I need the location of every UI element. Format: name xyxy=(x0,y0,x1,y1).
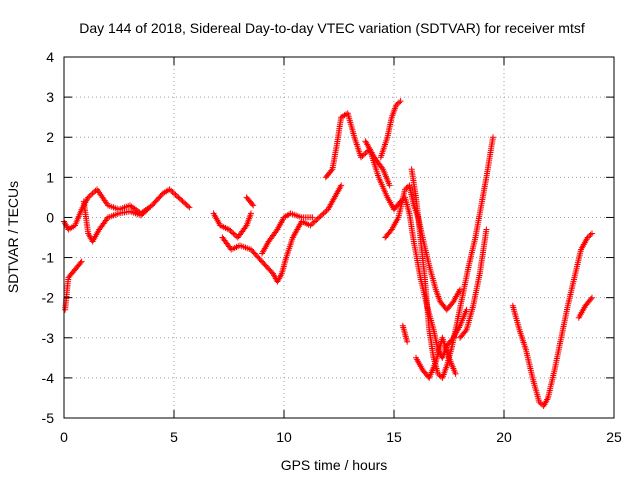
data-series xyxy=(61,98,595,409)
data-track-6 xyxy=(243,194,257,209)
y-tick-label: -4 xyxy=(42,370,55,386)
data-track-8 xyxy=(377,98,404,161)
x-axis-label: GPS time / hours xyxy=(281,457,388,473)
plot-frame xyxy=(63,56,615,419)
series-0 xyxy=(61,98,595,409)
data-track-12 xyxy=(408,134,496,381)
axis-ticks xyxy=(63,56,615,419)
grid-lines xyxy=(64,57,614,418)
data-track-15 xyxy=(509,230,595,409)
y-tick-label: 3 xyxy=(46,89,54,105)
data-track-14 xyxy=(457,226,490,341)
x-tick-label: 25 xyxy=(606,429,622,445)
y-tick-label: 0 xyxy=(46,209,54,225)
y-tick-label: 2 xyxy=(46,129,54,145)
data-track-11 xyxy=(399,322,411,345)
y-tick-label: 1 xyxy=(46,169,54,185)
data-track-7 xyxy=(322,110,470,361)
x-tick-label: 0 xyxy=(60,429,68,445)
x-tick-label: 10 xyxy=(276,429,292,445)
data-track-5 xyxy=(259,210,316,257)
data-track-4 xyxy=(219,182,345,285)
y-tick-labels: -5 -4 -3 -2 -1 0 1 2 3 4 xyxy=(42,49,55,426)
data-track-16 xyxy=(575,294,595,321)
x-tick-label: 5 xyxy=(170,429,178,445)
data-track-13 xyxy=(413,334,459,381)
y-tick-label: -5 xyxy=(42,410,55,426)
y-tick-label: 4 xyxy=(46,49,54,65)
x-tick-labels: 0 5 10 15 20 25 xyxy=(60,429,622,445)
y-tick-label: -3 xyxy=(42,330,55,346)
y-tick-label: -2 xyxy=(42,290,55,306)
data-track-3 xyxy=(210,210,254,241)
data-track-2 xyxy=(80,198,151,245)
data-track-1 xyxy=(62,258,85,313)
x-tick-label: 15 xyxy=(386,429,402,445)
x-tick-label: 20 xyxy=(496,429,512,445)
y-axis-label: SDTVAR / TECUs xyxy=(5,181,21,293)
data-track-9 xyxy=(362,138,393,189)
chart-title: Day 144 of 2018, Sidereal Day-to-day VTE… xyxy=(79,20,585,36)
y-tick-label: -1 xyxy=(42,250,55,266)
